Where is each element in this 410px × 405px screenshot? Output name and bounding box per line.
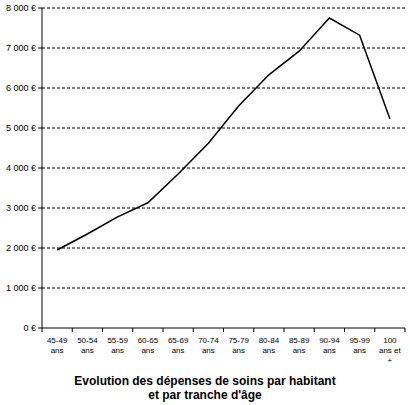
x-tick-label: 85-89ans [289,336,310,355]
grid-line [42,128,405,129]
x-tick [102,328,103,332]
x-tick-label-line: ans [172,346,185,355]
grid-line [42,168,405,169]
x-tick-label-line: 55-59 [107,336,128,345]
y-tick-label: 7 000 € [6,43,36,53]
x-tick-label: 100ans et+ [379,336,402,365]
x-tick-label-line: + [388,356,393,365]
grid-line [42,88,405,89]
y-tick [38,288,42,289]
x-tick-label-line: ans [323,346,336,355]
x-tick-label-line: 85-89 [289,336,310,345]
plot-area [57,18,390,250]
x-tick-label-line: ans [202,346,215,355]
y-tick-label: 3 000 € [6,203,36,213]
y-tick-label: 0 € [23,323,36,333]
title: Evolution des dépenses de soins par habi… [74,374,335,402]
grid-line [42,8,405,9]
line [57,18,390,250]
x-tick-label-line: ans [262,346,275,355]
y-tick-label: 4 000 € [6,163,36,173]
x-tick [314,328,315,332]
title-line: Evolution des dépenses de soins par habi… [74,374,335,388]
y-tick-label: 6 000 € [6,83,36,93]
grid-line [42,208,405,209]
y-tick [38,128,42,129]
x-tick-label: 70-74ans [198,336,219,355]
title-line: et par tranche d'âge [148,388,262,402]
grid-line [42,48,405,49]
x-tick-label-line: ans [353,346,366,355]
x-tick-label: 45-49ans [47,336,68,355]
x-tick-label-line: 70-74 [198,336,219,345]
x-tick-label: 95-99ans [349,336,370,355]
x-tick-label-line: ans [81,346,94,355]
y-tick-label: 8 000 € [6,3,36,13]
x-tick [72,328,73,332]
y-tick [38,48,42,49]
x-tick [223,328,224,332]
x-tick-label: 90-94ans [319,336,340,355]
x-tick [163,328,164,332]
chart: 0 € 1 000 € 2 000 € 3 000 € 4 000 € 5 000 € 6 … [0,0,410,405]
grid-line [42,288,405,289]
x-tick-label-line: ans [232,346,245,355]
x-tick-label-line: ans [111,346,124,355]
y-tick [38,88,42,89]
x-tick-label-line: 60-65 [138,336,159,345]
x-tick-label: 80-84ans [259,336,280,355]
x-tick-label: 75-79ans [228,336,249,355]
x-tick-label-line: 65-69 [168,336,189,345]
y-tick [38,208,42,209]
x-tick-label: 65-69ans [168,336,189,355]
x-tick-label: 60-65ans [138,336,159,355]
y-tick-label: 1 000 € [6,283,36,293]
x-tick [405,328,406,332]
x-tick [193,328,194,332]
y-tick [38,168,42,169]
x-tick-label-line: 75-79 [228,336,249,345]
y-tick [38,328,42,329]
x-tick [344,328,345,332]
x-tick-label-line: ans et [379,346,402,355]
x-tick-label-line: 80-84 [259,336,280,345]
x-tick-label-line: 100 [383,336,397,345]
x-tick-label-line: ans [51,346,64,355]
y-tick [38,248,42,249]
y-tick [38,8,42,9]
x-tick [132,328,133,332]
x-tick-label-line: ans [293,346,306,355]
x-tick [42,328,43,332]
x-tick [253,328,254,332]
y-tick-label: 2 000 € [6,243,36,253]
y-tick-label: 5 000 € [6,123,36,133]
grid-line [42,248,405,249]
x-tick [374,328,375,332]
x-tick-label: 50-54ans [77,336,98,355]
x-tick [284,328,285,332]
x-tick-label-line: 45-49 [47,336,68,345]
x-tick-label-line: ans [141,346,154,355]
x-tick-label-line: 95-99 [349,336,370,345]
x-tick-label: 55-59ans [107,336,128,355]
y-axis [42,8,43,328]
x-tick-label-line: 50-54 [77,336,98,345]
x-tick-label-line: 90-94 [319,336,340,345]
